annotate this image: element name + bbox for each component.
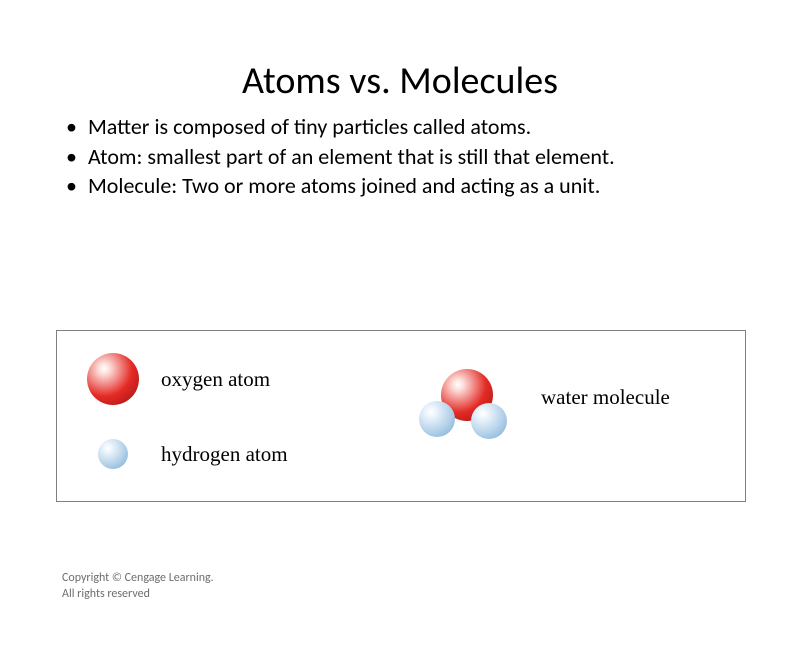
oxygen-label: oxygen atom: [161, 367, 270, 392]
water-hydrogen-icon: [419, 401, 455, 437]
bullet-item: Matter is composed of tiny particles cal…: [62, 112, 760, 142]
diagram-container: oxygen atom hydrogen atom water molecule: [56, 330, 746, 502]
water-molecule-icon: [417, 369, 517, 449]
oxygen-atom-row: oxygen atom: [87, 353, 270, 405]
bullet-item: Atom: smallest part of an element that i…: [62, 142, 760, 172]
copyright-notice: Copyright © Cengage Learning. All rights…: [62, 570, 214, 602]
bullet-list: Matter is composed of tiny particles cal…: [0, 112, 800, 201]
bullet-item: Molecule: Two or more atoms joined and a…: [62, 171, 760, 201]
water-hydrogen-icon: [471, 403, 507, 439]
oxygen-atom-icon: [87, 353, 139, 405]
water-label: water molecule: [541, 385, 670, 410]
hydrogen-label: hydrogen atom: [161, 442, 288, 467]
hydrogen-atom-icon: [98, 439, 128, 469]
slide-title: Atoms vs. Molecules: [0, 58, 800, 104]
hydrogen-atom-row: hydrogen atom: [98, 439, 288, 469]
copyright-line: Copyright © Cengage Learning.: [62, 570, 214, 586]
